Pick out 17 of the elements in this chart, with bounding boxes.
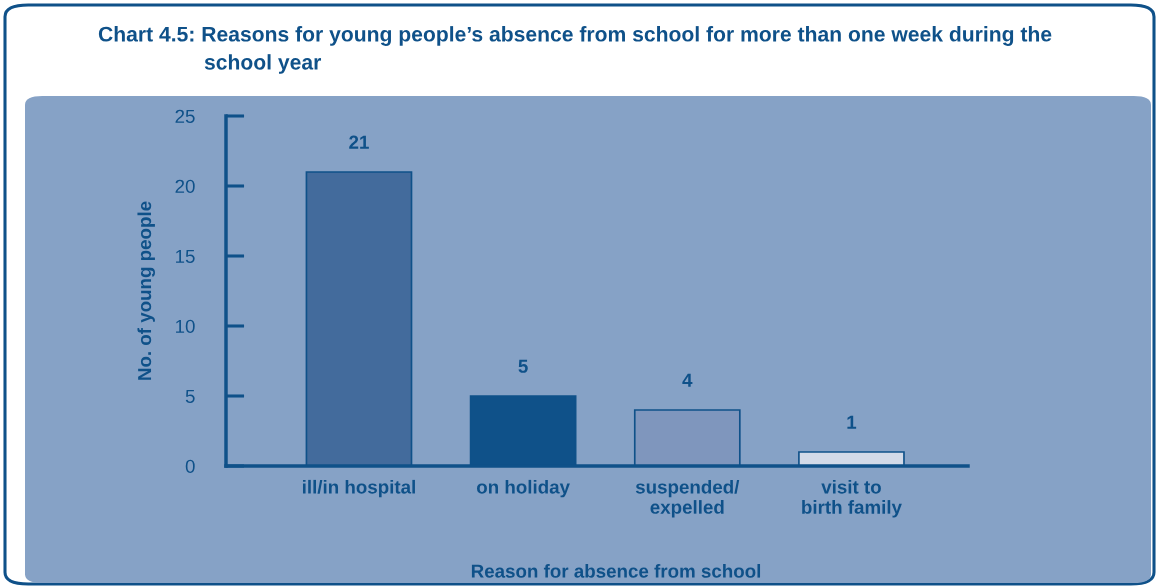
chart-title: Chart 4.5: Reasons for young people’s absence from school for more than one week during the school year bbox=[98, 26, 1052, 74]
x-tick-label: suspended/ expelled bbox=[635, 479, 740, 518]
y-tick-label: 20 bbox=[175, 179, 195, 193]
x-tick-label: on holiday bbox=[476, 479, 570, 498]
x-tick-label: visit to birth family bbox=[802, 479, 902, 518]
y-axis-title: No. of young people bbox=[137, 201, 155, 380]
y-tick-label: 5 bbox=[185, 389, 195, 403]
x-axis-title: Reason for absence from school bbox=[471, 564, 761, 578]
data-label: 21 bbox=[349, 135, 369, 149]
y-tick-label: 15 bbox=[176, 249, 195, 263]
x-tick-label: ill/in hospital bbox=[302, 479, 415, 498]
y-tick-label: 0 bbox=[185, 459, 195, 473]
y-tick-label: 10 bbox=[176, 319, 195, 333]
data-label: 5 bbox=[518, 359, 528, 373]
data-label: 1 bbox=[847, 415, 857, 429]
data-label: 4 bbox=[682, 373, 693, 387]
y-tick-label: 25 bbox=[175, 109, 195, 123]
